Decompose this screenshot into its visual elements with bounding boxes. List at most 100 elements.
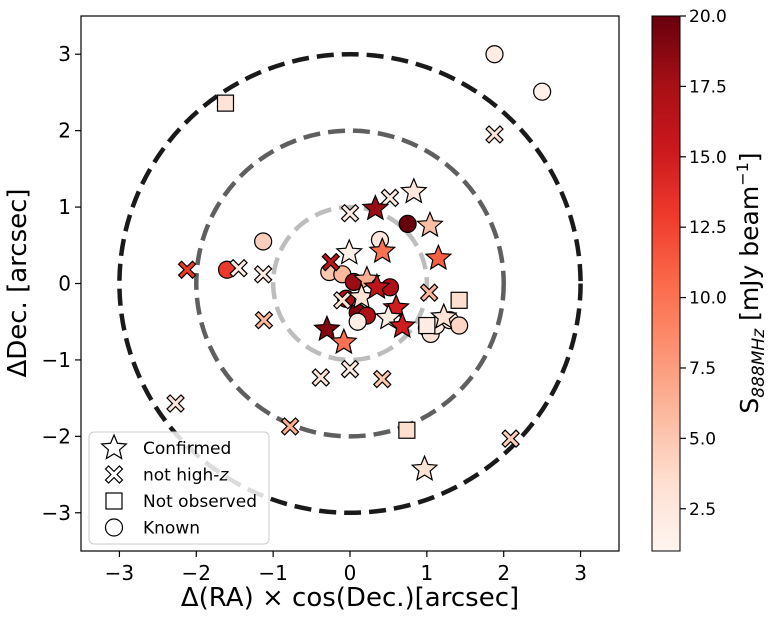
known-point-2 [398,214,417,233]
colorbar-gradient [651,15,681,552]
not-high-z-point-10 [311,368,331,387]
not-observed-point-1 [450,291,468,309]
colorbar-tick: 10.0 [680,289,727,309]
y-tick: 3 [58,42,81,66]
y-tick-label: −1 [42,348,71,372]
y-axis-label: ΔDec. [arcsec] [3,188,33,377]
legend-marker-star [100,433,128,460]
x-tick: −1 [258,551,288,585]
colorbar-label: S888MHz [mJy beam−1] [733,152,769,413]
x-tick: −2 [182,551,211,585]
x-tick: −3 [105,551,134,585]
x-tick: 2 [497,551,510,585]
colorbar-tick-label: 5.0 [689,429,716,449]
radius-ring-2-arcsec [194,128,506,439]
legend-marker-circle [104,518,124,537]
legend-label: Known [143,519,200,539]
colorbar-label-sup: −1 [733,162,752,186]
x-tick: 1 [420,551,433,585]
colorbar-tick: 17.5 [680,77,727,97]
x-tick-label: 3 [574,561,587,585]
y-tick-label: 1 [58,195,71,219]
not-high-z-point-13 [166,394,185,413]
not-high-z-point-14 [280,417,300,436]
confirmed-point-14 [429,302,458,329]
x-tick-label: −3 [105,561,134,585]
x-tick: 0 [344,551,357,585]
colorbar-label-main: S [735,398,764,414]
confirmed-point-11 [388,311,417,339]
legend-frame [88,431,270,545]
not-high-z-point-15 [501,429,520,448]
confirmed-point-13 [330,327,358,355]
legend-item-known: Known [104,518,200,539]
y-tick-label: 2 [58,119,71,143]
known-point-0 [485,45,504,64]
not-high-z-point-5 [253,264,273,284]
not-observed-point-0 [216,94,235,112]
y-tick: 2 [58,119,81,143]
y-tick-label: 0 [58,272,71,296]
confirmed-point-15 [410,454,439,482]
confirmed-point-0 [361,194,390,221]
not-high-z-point-1 [380,188,400,208]
not-high-z-point-2 [485,125,504,144]
x-tick-label: −2 [182,561,211,585]
x-axis-label: Δ(RA) × cos(Dec.)[arcsec] [181,583,519,613]
colorbar-label-unit: [mJy beam [735,186,764,329]
legend-item-not-observed: Not observed [105,492,257,512]
not-high-z-point-4 [229,258,248,278]
y-tick: 0 [58,272,81,296]
x-tick-label: −1 [258,561,287,585]
legend-label: not high-z [143,466,229,486]
legend-item-not-high-z: not high-z [104,465,229,486]
y-tick: −2 [42,424,81,448]
not-high-z-point-7 [321,252,341,272]
legend-marker-x [104,465,124,484]
confirmed-point-3 [424,243,453,271]
known-point-13 [348,312,367,331]
radius-ring-1-arcsec [270,204,430,363]
legend-label: Not observed [143,492,257,512]
y-tick: −1 [42,348,81,372]
colorbar-tick: 15.0 [680,148,727,168]
colorbar-tick: 2.5 [680,500,716,520]
confirmed-point-5 [368,236,397,264]
legend: Confirmed not high-z Not observed Known [88,431,270,545]
not-high-z-point-3 [177,260,197,280]
colorbar: 2.5 5.0 7.5 10.0 12.5 15.0 17.5 20.0 S888MHz [m… [651,7,769,552]
confirmed-point-8 [363,272,391,300]
colorbar-tick-label: 12.5 [689,218,727,238]
colorbar-tick: 5.0 [680,429,716,449]
legend-item-confirmed: Confirmed [100,433,231,460]
colorbar-tick-label: 10.0 [689,289,727,309]
not-observed-point-3 [398,421,416,439]
colorbar-tick-label: 2.5 [689,500,716,520]
known-point-3 [254,232,273,251]
not-high-z-point-0 [340,203,360,223]
y-tick: 1 [58,195,81,219]
confirmed-point-2 [416,210,444,238]
colorbar-tick: 12.5 [680,218,727,238]
colorbar-tick-label: 20.0 [689,7,727,27]
x-tick-label: 0 [344,561,357,585]
colorbar-label-close: ] [735,152,764,162]
y-tick-label: −2 [42,424,71,448]
not-high-z-point-9 [419,283,439,303]
not-high-z-point-11 [340,359,360,379]
not-high-z-point-6 [254,310,274,330]
y-tick-label: 3 [58,42,71,66]
colorbar-tick: 20.0 [680,7,727,27]
colorbar-tick-label: 7.5 [689,359,716,379]
radius-ring-3-arcsec [117,51,583,516]
colorbar-tick-label: 17.5 [689,77,727,97]
colorbar-tick: 7.5 [680,359,716,379]
confirmed-point-12 [313,314,341,342]
not-high-z-point-12 [372,369,392,389]
known-point-1 [533,82,552,101]
x-tick-label: 1 [420,561,433,585]
not-observed-point-2 [418,316,436,335]
confirmed-point-1 [399,177,428,204]
colorbar-tick-label: 15.0 [689,148,727,168]
y-tick: −3 [42,501,81,525]
